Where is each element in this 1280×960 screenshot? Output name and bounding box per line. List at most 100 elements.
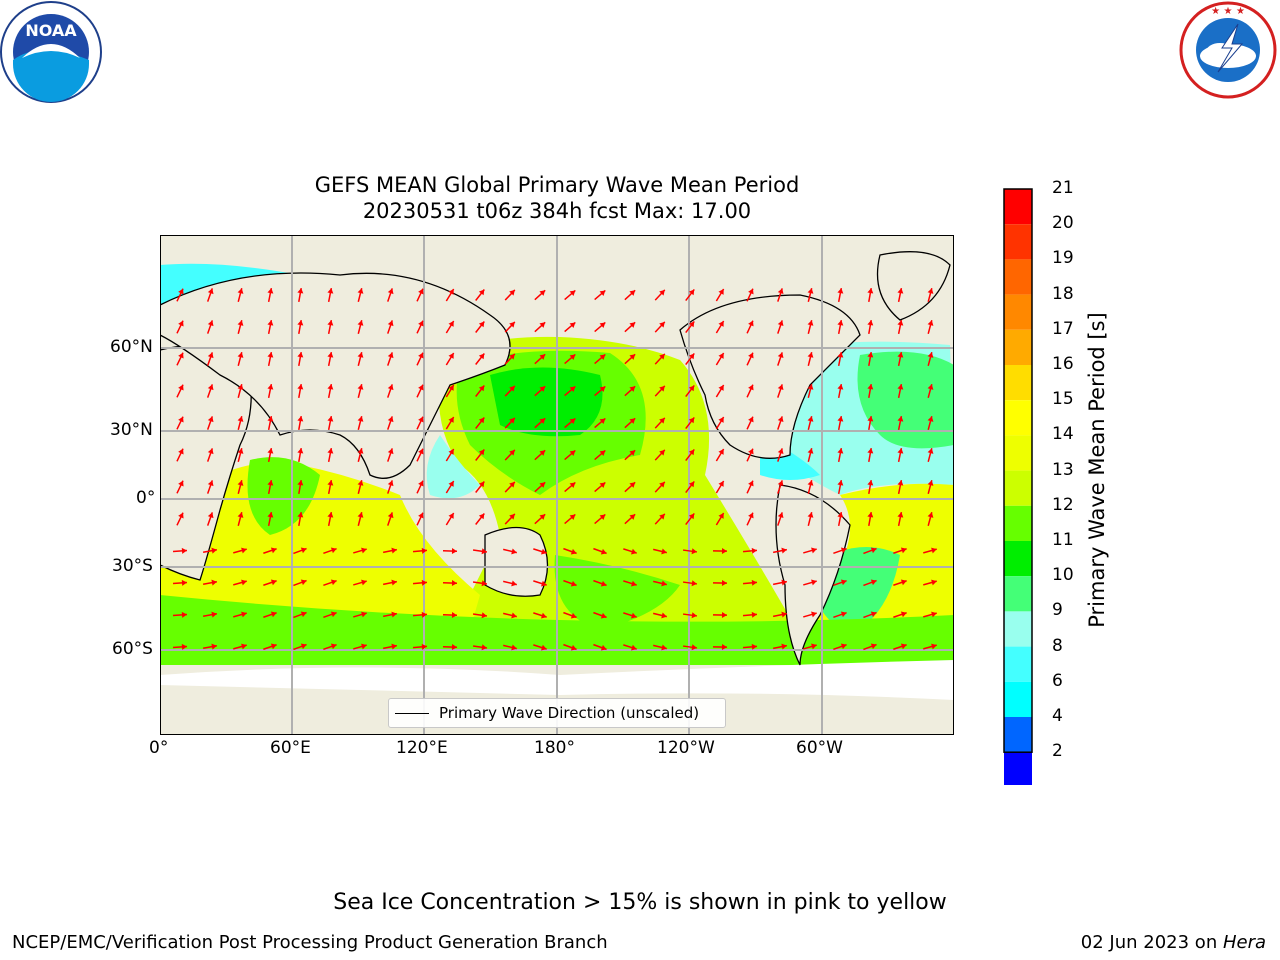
colorbar-cell [1004,576,1032,612]
wave-arrow [624,289,636,301]
wave-arrow [327,447,334,463]
wave-arrow [176,448,184,462]
wave-arrow [715,480,725,494]
lat-tick-0: 0° [136,488,156,508]
colorbar-cell [1004,505,1032,541]
wave-arrow [897,511,904,527]
wave-arrow [623,548,637,555]
legend-label: Primary Wave Direction (unscaled) [439,704,700,722]
colorbar-tick-label: 15 [1052,389,1074,410]
wave-arrow [445,480,455,494]
wave-arrow [927,320,934,334]
coastlines [160,251,951,666]
wave-arrow [807,384,814,398]
run-date-text: 02 Jun 2023 on [1080,932,1223,953]
wave-arrow [445,416,455,430]
wave-arrow [777,480,784,494]
wave-arrow [927,448,934,462]
wave-arrow [297,319,304,335]
colorbar-tick-label: 4 [1052,706,1063,726]
wave-arrow [533,612,547,619]
wave-arrow [416,384,424,398]
wave-arrow [416,352,424,366]
colorbar-cell [1004,259,1032,295]
wave-arrow [503,548,517,555]
wave-arrow [807,416,814,430]
wave-arrow [504,385,516,397]
wave-arrow [353,643,367,650]
wave-arrow [206,480,214,494]
wave-arrow [475,289,485,301]
wave-arrow [297,415,304,431]
wave-arrow [772,643,788,650]
wave-arrow [777,288,784,302]
wave-arrow [176,384,184,398]
wave-arrow [416,320,424,334]
wave-arrow [746,448,754,462]
wave-arrow [807,480,814,494]
colorbar-cell [1004,189,1032,225]
wave-arrow [623,644,637,651]
lon-tick-120w: 120°W [657,738,715,758]
wave-arrow [206,416,214,430]
run-date: 02 Jun 2023 on Hera [1081,932,1266,953]
wave-arrow [563,643,577,651]
wave-arrow [176,320,184,334]
wave-arrow [563,611,577,619]
wave-arrow [867,511,874,527]
wave-arrow [382,611,398,618]
map-title: GEFS MEAN Global Primary Wave Mean Perio… [314,173,800,197]
wave-arrow [715,288,725,302]
wave-arrow [353,547,367,554]
colorbar-cell [1004,646,1032,682]
wave-arrow [623,580,637,587]
wave-arrow [416,448,424,462]
wave-arrow [777,416,784,430]
wave-arrow [897,287,904,303]
wave-arrow [327,351,334,367]
wave-arrow [297,479,304,495]
wave-arrow [593,611,607,619]
colorbar-tick-label: 16 [1052,354,1074,374]
wave-arrow [387,352,394,366]
colorbar-tick-label: 12 [1052,494,1074,515]
wave-arrow [594,385,606,397]
wave-arrow [653,548,667,555]
wave-arrow [863,611,877,619]
wave-arrow [475,449,485,461]
wave-arrow [564,481,576,493]
wave-arrow [412,547,428,554]
lat-lon-grid [160,235,954,735]
wave-arrow [654,449,666,461]
wave-arrow [327,511,334,527]
wave-arrow [564,289,576,301]
wave-arrow [206,448,214,462]
wave-arrow [807,320,814,334]
wave-arrow [923,547,937,554]
wave-arrow [777,448,784,462]
wave-arrow [442,548,458,555]
wave-arrow [564,417,576,429]
wave-arrow [777,384,784,398]
wave-arrow [685,513,695,525]
wave-arrow [923,579,937,586]
wave-arrow [837,447,844,463]
colorbar-tick-label: 2 [1052,741,1063,762]
colorbar-cell [1004,752,1032,785]
wave-arrow [533,644,547,651]
wave-arrow [297,511,304,527]
colorbar-tick-label: 18 [1052,283,1074,304]
wave-arrow [624,353,636,365]
wave-arrow [893,547,907,554]
wave-arrow [445,352,455,366]
wave-period-map [160,235,954,735]
wave-arrow [685,353,695,365]
lat-tick-60n: 60°N [110,337,153,357]
colorbar-tick-label: 14 [1052,424,1074,445]
colorbar-tick-label: 17 [1052,318,1074,339]
wave-arrow [206,384,214,398]
wave-arrow [927,512,934,526]
wave-arrow [442,580,458,587]
wave-arrow [206,320,214,334]
wave-arrow [263,611,277,618]
